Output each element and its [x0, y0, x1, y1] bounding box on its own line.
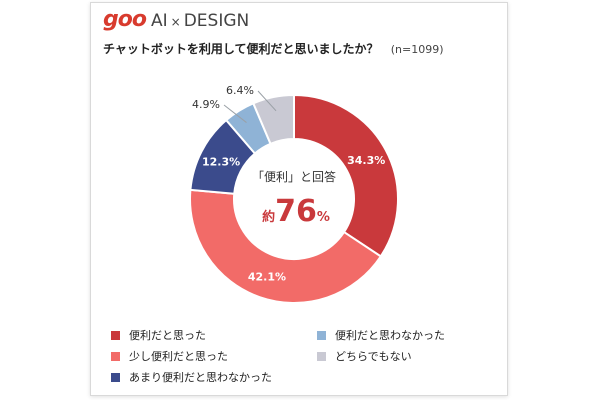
center-prefix: 約: [262, 209, 275, 225]
donut-slice-1: [293, 93, 399, 258]
logo-cross: ×: [170, 15, 181, 29]
goo-ai-design-logo: goo AI × DESIGN: [103, 7, 249, 33]
question-text: チャットボットを利用して便利だと思いましたか？: [103, 42, 379, 56]
chart-card: goo AI × DESIGN チャットボットを利用して便利だと思いましたか？ …: [90, 2, 508, 396]
donut-slice-2: [189, 188, 383, 304]
sample-size: (n=1099): [390, 43, 444, 56]
leader-line-4: [223, 104, 247, 123]
leader-line-5: [257, 90, 277, 112]
center-caption: 「便利」と回答: [252, 169, 336, 184]
center-value: 76: [275, 194, 317, 229]
logo-design: DESIGN: [183, 11, 250, 31]
slice-value-label-5: 6.4%: [226, 84, 254, 97]
logo-ai: AI: [150, 11, 168, 31]
slice-value-label-4: 4.9%: [192, 98, 220, 111]
center-unit: %: [317, 210, 330, 225]
logo-brand: goo: [103, 7, 147, 32]
question-title: チャットボットを利用して便利だと思いましたか？ (n=1099): [103, 40, 443, 57]
center-percentage: 約76%: [262, 194, 330, 229]
slice-value-label-2: 42.1%: [248, 270, 286, 283]
slice-value-label-3: 12.3%: [202, 156, 240, 169]
slice-value-label-1: 34.3%: [347, 154, 385, 167]
